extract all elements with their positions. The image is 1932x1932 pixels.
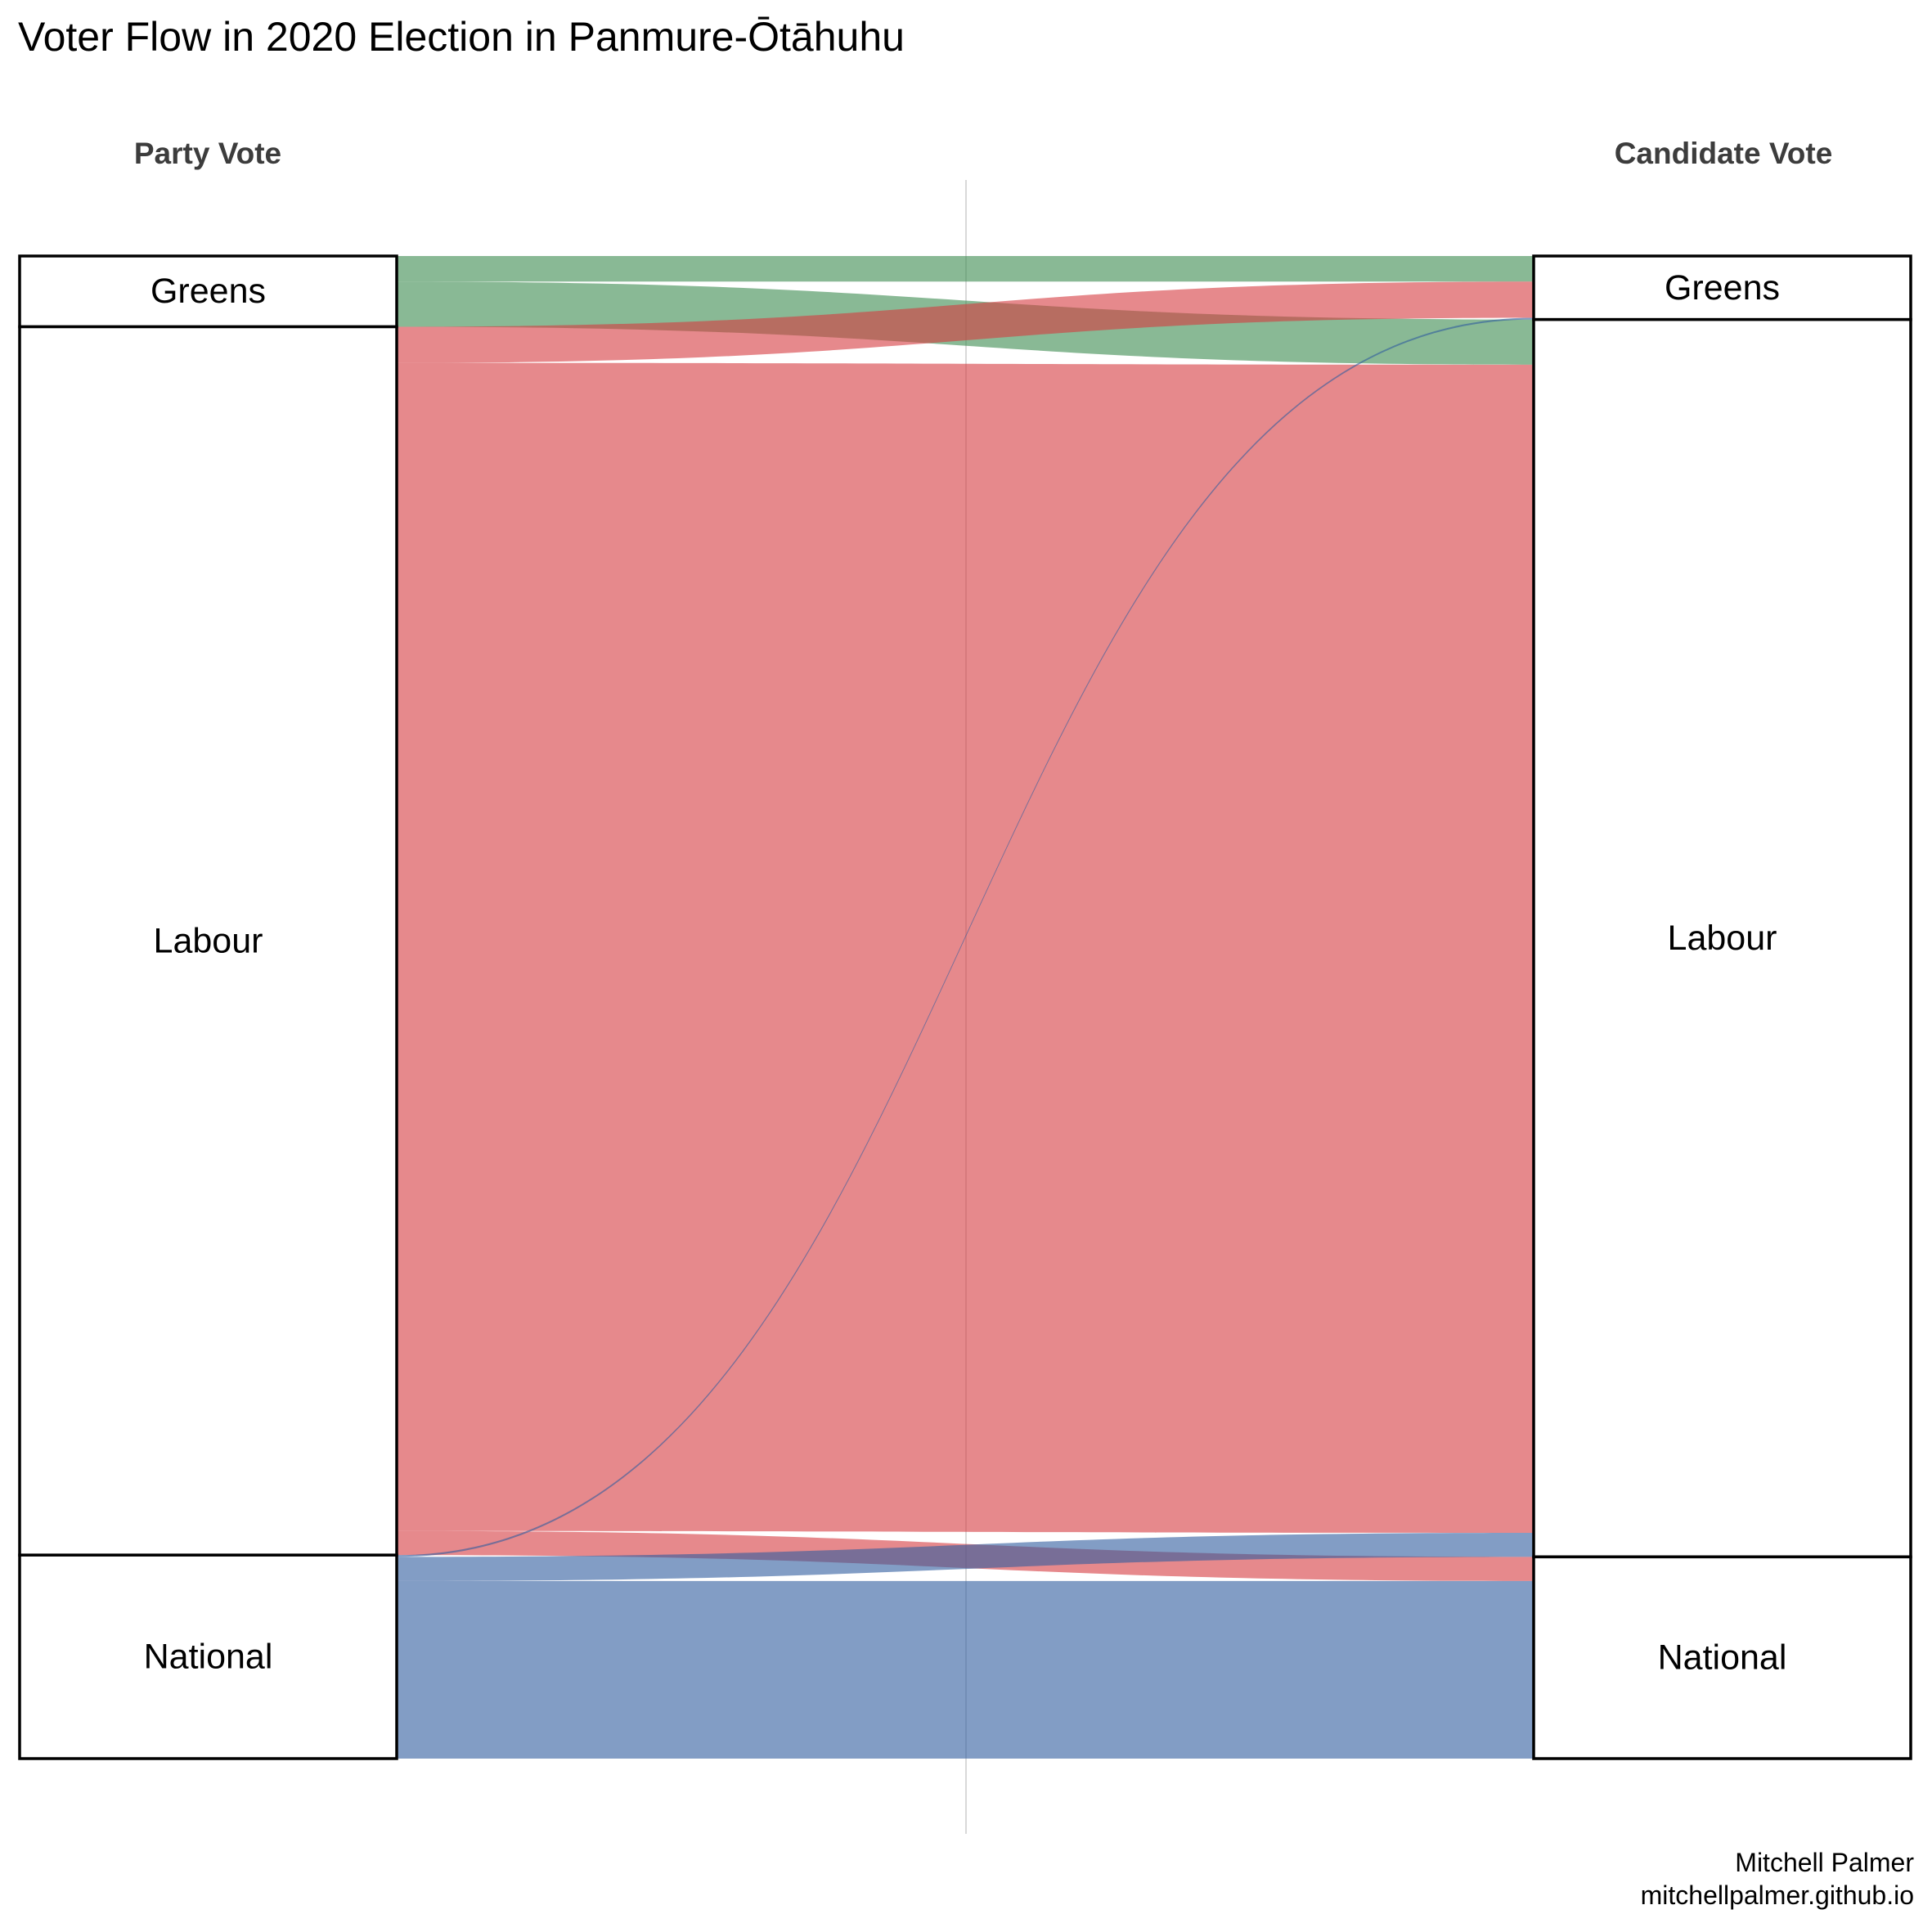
- party-vote-node-greens: [18, 254, 398, 329]
- candidate-vote-node-label-labour: Labour: [1668, 919, 1777, 958]
- axis-label-candidate-vote: Candidate Vote: [1615, 137, 1833, 170]
- candidate-vote-node-labour: [1532, 317, 1912, 1559]
- caption-site: mitchellpalmer.github.io: [1641, 1880, 1914, 1910]
- party-vote-node-label-national: National: [144, 1638, 273, 1677]
- axis-label-party-vote: Party Vote: [134, 137, 281, 170]
- party-vote-node-national: [18, 1553, 398, 1760]
- flow-national-to-greens: [397, 317, 1534, 1557]
- flow-national-to-labour: [397, 1532, 1534, 1581]
- party-vote-node-label-greens: Greens: [151, 272, 266, 311]
- flows-layer: [397, 256, 1534, 1759]
- candidate-vote-node-label-greens: Greens: [1665, 268, 1780, 308]
- caption-author: Mitchell Palmer: [1735, 1848, 1914, 1877]
- flow-greens-to-greens: [397, 256, 1534, 282]
- candidate-vote-node-label-national: National: [1658, 1638, 1787, 1678]
- candidate-vote-node-national: [1532, 1555, 1912, 1760]
- flow-national-to-national: [397, 1580, 1534, 1759]
- party-vote-node-label-labour: Labour: [154, 921, 263, 960]
- flow-labour-to-greens: [397, 281, 1534, 363]
- nodes-layer: Greens Labour National Greens Labour National: [18, 254, 1912, 1760]
- flow-labour-to-labour: [397, 362, 1534, 1533]
- chart-title: Voter Flow in 2020 Election in Panmure-Ō…: [18, 14, 905, 60]
